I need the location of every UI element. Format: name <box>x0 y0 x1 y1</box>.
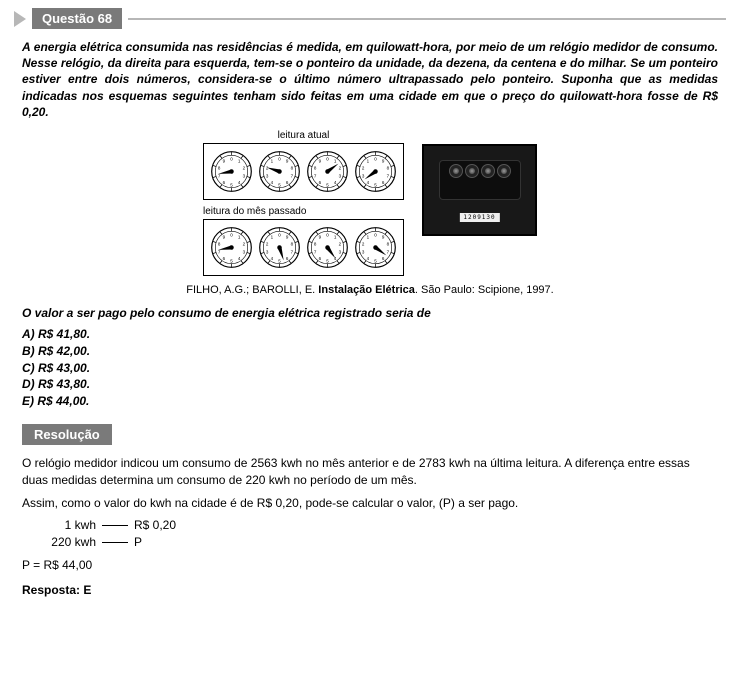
caption-previous: leitura do mês passado <box>203 206 404 217</box>
solution-answer: Resposta: E <box>22 582 718 599</box>
meter-current: 0123456789012345678901234567890123456789 <box>203 143 404 200</box>
calc-r2-right: P <box>134 534 142 551</box>
calc-r1-right: R$ 0,20 <box>134 517 176 534</box>
dash-icon <box>102 542 128 543</box>
meter-dial: 0123456789 <box>257 149 302 194</box>
source-post: . São Paulo: Scipione, 1997. <box>415 284 554 296</box>
caption-current: leitura atual <box>278 130 330 141</box>
option-b: B) R$ 42,00. <box>22 343 718 360</box>
meter-previous: 0123456789012345678901234567890123456789 <box>203 219 404 276</box>
dial-column: leitura atual 01234567890123456789012345… <box>203 130 404 276</box>
resolution-label: Resolução <box>22 424 112 445</box>
meter-photo-label: 1209130 <box>459 213 499 222</box>
option-e: E) R$ 44,00. <box>22 393 718 410</box>
options-list: A) R$ 41,80. B) R$ 42,00. C) R$ 43,00. D… <box>22 326 718 410</box>
header-rule <box>128 18 726 20</box>
dash-icon <box>102 525 128 526</box>
meter-dial: 0123456789 <box>257 225 302 270</box>
question-prompt: O valor a ser pago pelo consumo de energ… <box>22 306 718 320</box>
option-a: A) R$ 41,80. <box>22 326 718 343</box>
calc-row-1: 1 kwh R$ 0,20 <box>40 517 718 534</box>
meter-dial: 0123456789 <box>209 225 254 270</box>
meter-photo-dials <box>449 164 511 178</box>
meter-dial: 0123456789 <box>353 225 398 270</box>
meter-dial: 0123456789 <box>353 149 398 194</box>
source-citation: FILHO, A.G.; BAROLLI, E. Instalação Elét… <box>22 284 718 296</box>
meter-dial: 0123456789 <box>305 225 350 270</box>
calc-r2-left: 220 kwh <box>40 534 96 551</box>
meter-dial: 0123456789 <box>305 149 350 194</box>
question-statement: A energia elétrica consumida nas residên… <box>22 39 718 120</box>
source-pre: FILHO, A.G.; BAROLLI, E. <box>186 284 318 296</box>
solution-p1: O relógio medidor indicou um consumo de … <box>22 455 718 489</box>
calc-r1-left: 1 kwh <box>40 517 96 534</box>
meter-photo: 1209130 <box>422 144 537 236</box>
diagram-row: leitura atual 01234567890123456789012345… <box>22 130 718 276</box>
question-number-bar: Questão 68 <box>32 8 122 29</box>
option-d: D) R$ 43,80. <box>22 376 718 393</box>
calc-block: 1 kwh R$ 0,20 220 kwh P <box>40 517 718 551</box>
solution-p2: Assim, como o valor do kwh na cidade é d… <box>22 495 718 512</box>
solution-body: O relógio medidor indicou um consumo de … <box>22 455 718 599</box>
question-header: Questão 68 <box>14 8 726 29</box>
source-title: Instalação Elétrica <box>318 284 415 296</box>
solution-eq: P = R$ 44,00 <box>22 557 718 574</box>
meter-dial: 0123456789 <box>209 149 254 194</box>
calc-row-2: 220 kwh P <box>40 534 718 551</box>
play-icon <box>14 11 26 27</box>
option-c: C) R$ 43,00. <box>22 360 718 377</box>
